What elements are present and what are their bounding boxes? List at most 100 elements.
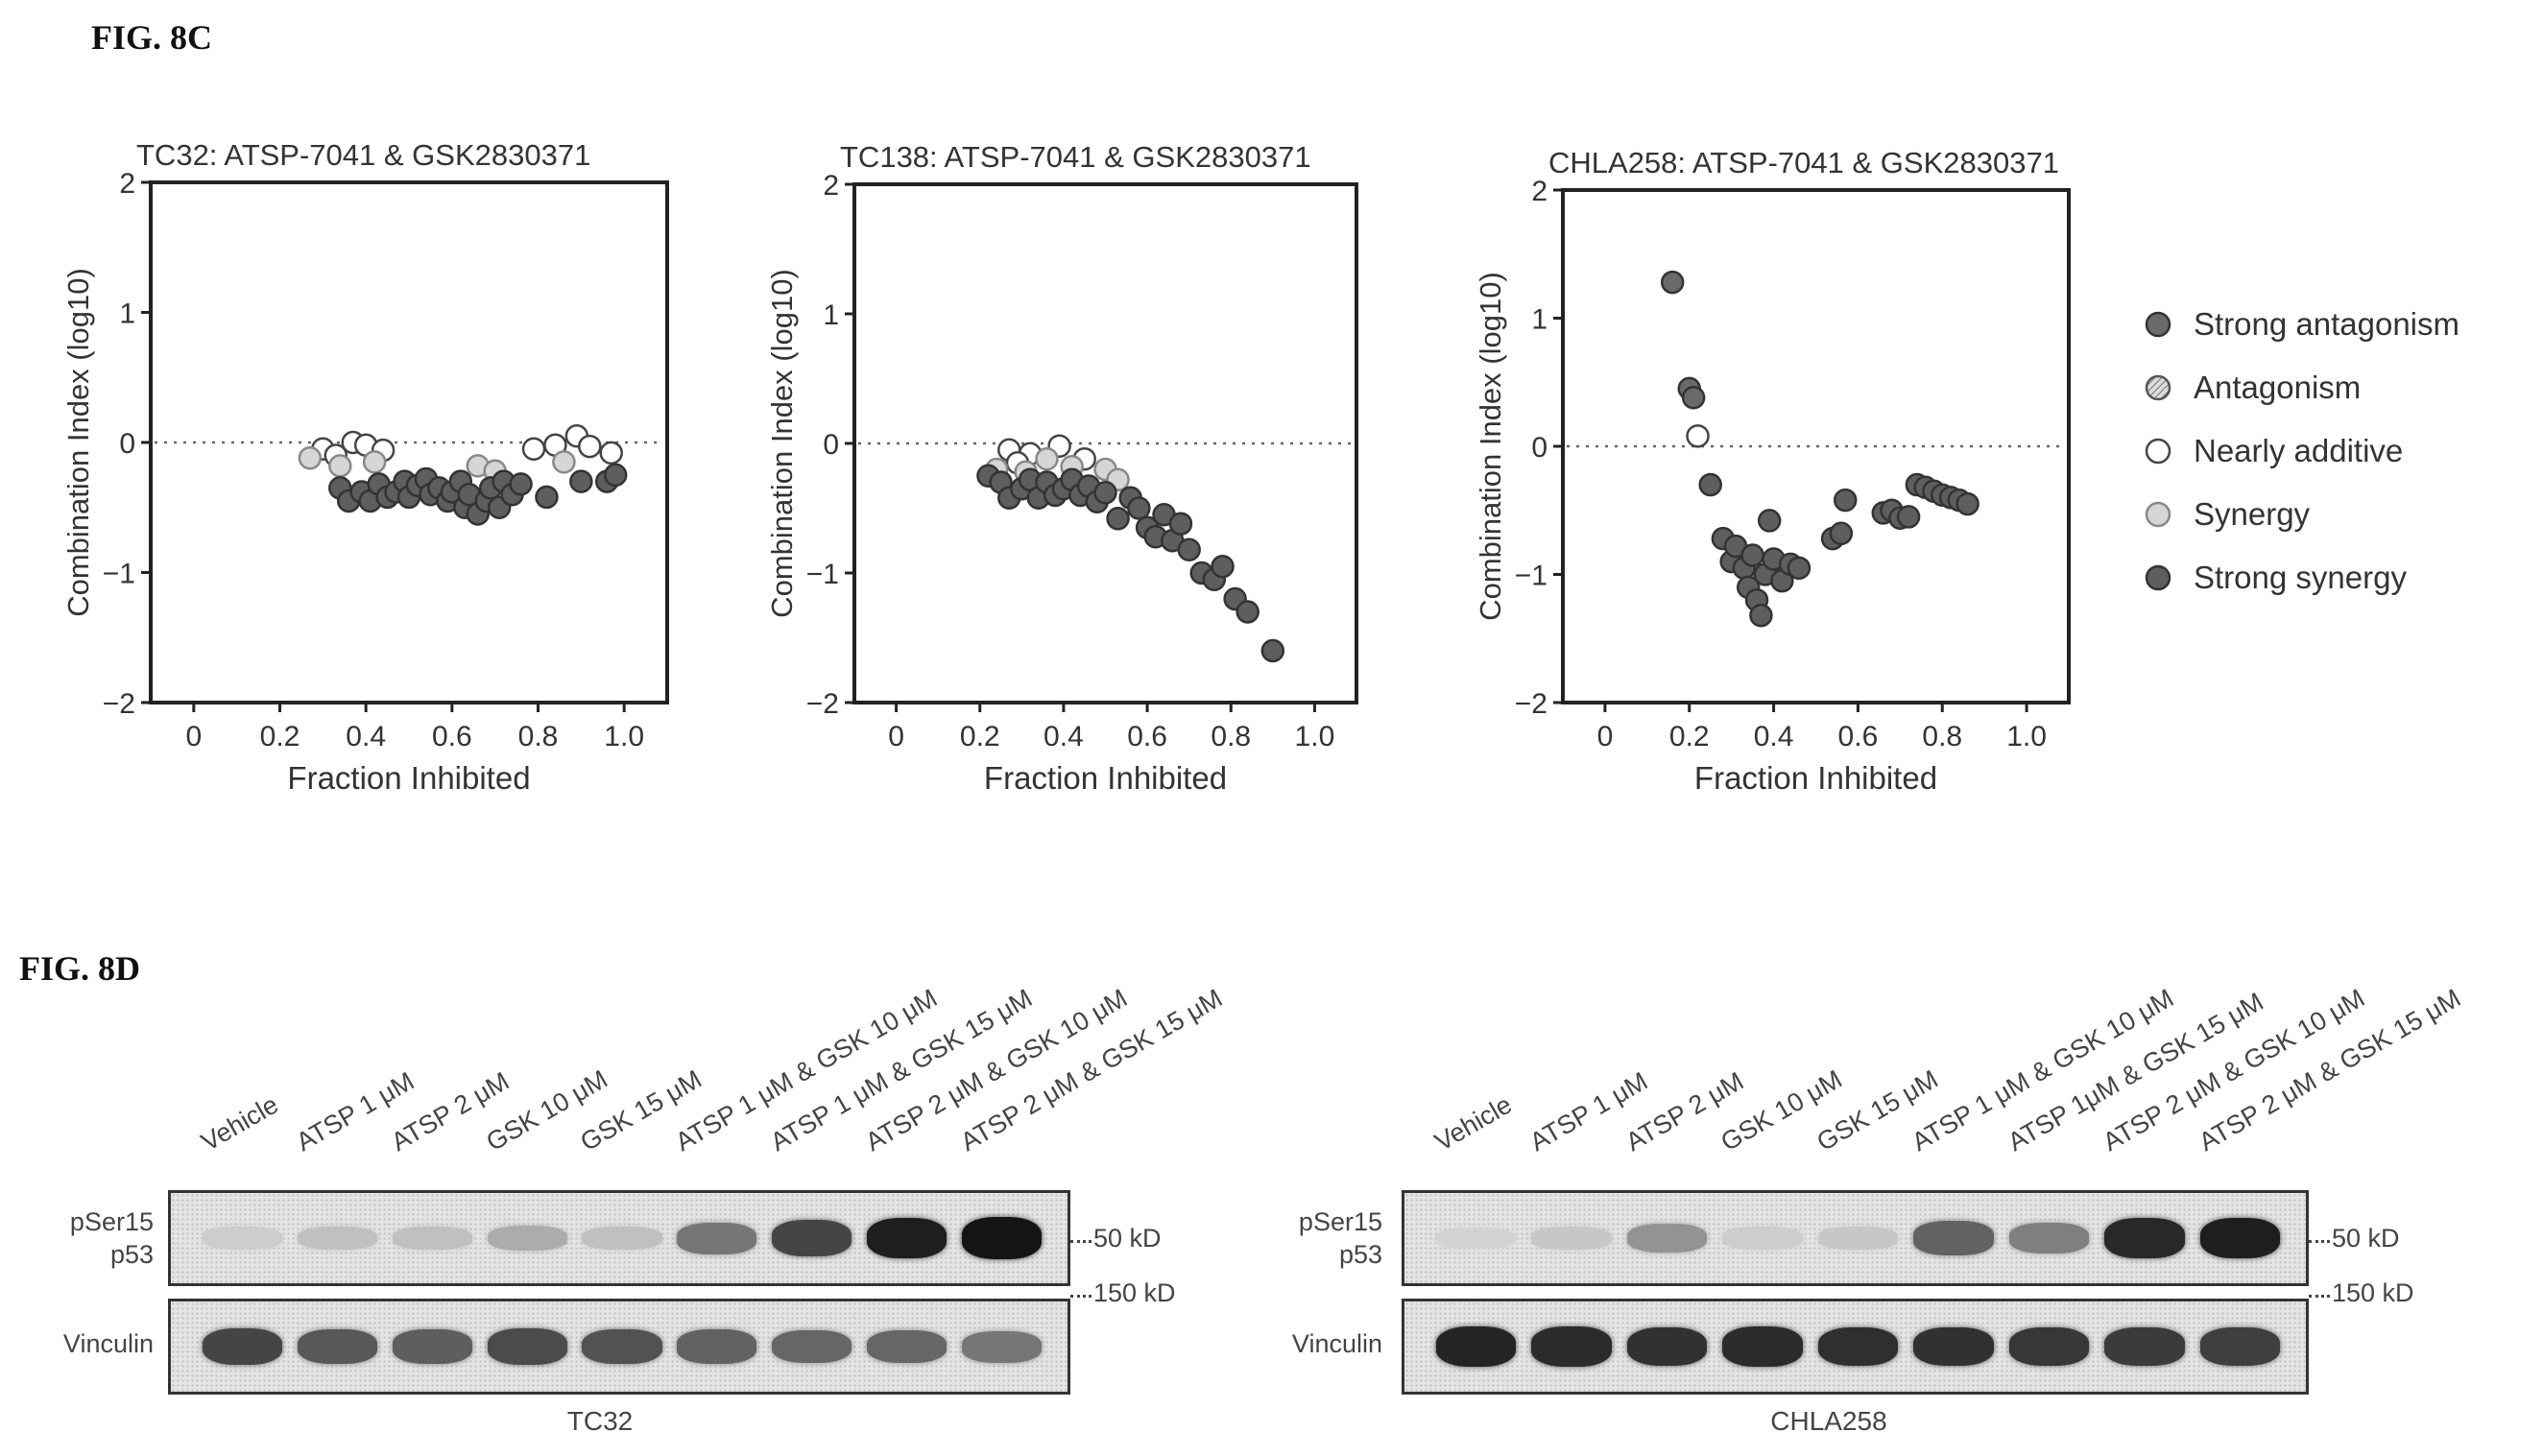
y-tick-label: −1 (806, 559, 839, 590)
marker-tick (2309, 1240, 2330, 1243)
marker-tick (2309, 1295, 2330, 1298)
blot-band (392, 1329, 472, 1364)
x-tick-label: 0.6 (1127, 721, 1167, 752)
row-label-line1: Vinculin (62, 1329, 154, 1358)
blot-panel-pser15-p53 (168, 1190, 1070, 1286)
data-point (1686, 424, 1710, 448)
data-point (1749, 603, 1773, 628)
data-point (1106, 507, 1130, 531)
y-tick-label: −1 (103, 559, 135, 590)
cell-line-label: TC32 (566, 1406, 634, 1436)
x-tick-label: 0.2 (960, 721, 1000, 752)
marker-label: 150 kD (1093, 1278, 1176, 1307)
blot-band (202, 1327, 282, 1366)
data-point (569, 469, 593, 493)
data-point (1177, 537, 1201, 561)
blot-band (1722, 1326, 1803, 1367)
legend-marker (2145, 311, 2171, 338)
blot-band (2104, 1218, 2185, 1258)
blot-band (487, 1225, 567, 1252)
legend-label: Nearly additive (2194, 433, 2403, 468)
row-label: pSer15 p53 (1248, 1205, 1382, 1271)
data-point (603, 463, 628, 488)
x-axis-label: Fraction Inhibited (984, 760, 1227, 796)
legend-label: Synergy (2194, 496, 2311, 532)
data-point (1681, 386, 1706, 410)
data-point (1829, 521, 1854, 546)
blot-panel-vinculin (1402, 1299, 2309, 1395)
data-point (1833, 488, 1858, 513)
blot-band (867, 1329, 948, 1364)
marker-tick (1070, 1295, 1092, 1298)
blot-panel-pser15-p53 (1402, 1190, 2309, 1286)
data-point (1236, 600, 1260, 624)
x-tick-label: 0 (1597, 721, 1614, 752)
blot-band (2104, 1327, 2185, 1366)
data-point (509, 472, 533, 496)
row-label: pSer15 p53 (19, 1205, 154, 1271)
y-tick-label: 1 (119, 298, 135, 330)
blot-band (582, 1226, 662, 1251)
blot-band (297, 1328, 377, 1365)
y-tick-label: −1 (1515, 561, 1547, 592)
data-point (1660, 270, 1685, 295)
x-tick-label: 0.4 (346, 721, 386, 752)
series-strong-synergy (328, 463, 628, 526)
row-label-line1: pSer15 (1298, 1207, 1382, 1236)
data-point (1127, 496, 1151, 520)
blot-band (582, 1328, 662, 1365)
data-point (552, 450, 576, 474)
blot-band (1722, 1227, 1803, 1250)
series-strong-synergy (976, 464, 1285, 663)
row-label-line1: pSer15 (69, 1207, 154, 1236)
blot-band (1435, 1227, 1517, 1250)
lane-label: Vehicle (1429, 1089, 1517, 1158)
blot-band (1531, 1227, 1612, 1250)
x-axis-label: Fraction Inhibited (1694, 760, 1937, 796)
y-tick-label: 0 (1531, 432, 1547, 464)
blot-band (962, 1330, 1043, 1363)
data-point (362, 450, 387, 474)
legend-label: Antagonism (2194, 370, 2361, 405)
data-point (1260, 638, 1285, 663)
data-point (578, 434, 602, 459)
data-point (328, 454, 352, 478)
x-tick-label: 0 (185, 721, 202, 752)
blot-band (1626, 1326, 1708, 1367)
blot-band (202, 1227, 282, 1250)
x-tick-label: 0.4 (1044, 721, 1084, 752)
blot-band (1531, 1326, 1612, 1367)
data-point (1955, 491, 1979, 516)
x-tick-label: 0.4 (1754, 721, 1794, 752)
x-axis-label: Fraction Inhibited (287, 760, 530, 796)
chart-title: CHLA258: ATSP-7041 & GSK2830371 (1548, 146, 2059, 179)
legend-marker (2145, 438, 2171, 465)
blot-band (962, 1217, 1043, 1259)
blot-panel-vinculin (168, 1299, 1070, 1395)
chart-title: TC138: ATSP-7041 & GSK2830371 (840, 140, 1311, 174)
data-point (1035, 446, 1059, 471)
x-tick-label: 0.6 (1838, 721, 1879, 752)
row-label: Vinculin (1248, 1327, 1382, 1360)
y-tick-label: 0 (119, 428, 135, 460)
x-tick-label: 0.2 (1669, 721, 1710, 752)
data-point (1787, 556, 1811, 581)
plot-frame (1561, 188, 2071, 704)
x-tick-label: 0 (888, 721, 904, 752)
y-tick-label: 2 (119, 168, 135, 200)
x-tick-label: 0.8 (1922, 721, 1962, 752)
y-tick-label: 1 (823, 299, 839, 331)
x-tick-label: 1.0 (1295, 721, 1335, 752)
x-tick-label: 1.0 (2006, 721, 2047, 752)
x-tick-label: 0.8 (518, 721, 559, 752)
marker-tick (1070, 1240, 1092, 1243)
data-point (1093, 481, 1117, 505)
row-label: Vinculin (19, 1327, 154, 1360)
row-label-line2: p53 (1338, 1240, 1382, 1269)
blot-band (2199, 1327, 2281, 1366)
series-nearly-additive (1686, 424, 1710, 448)
figure-label-8d: FIG. 8D (19, 949, 140, 988)
